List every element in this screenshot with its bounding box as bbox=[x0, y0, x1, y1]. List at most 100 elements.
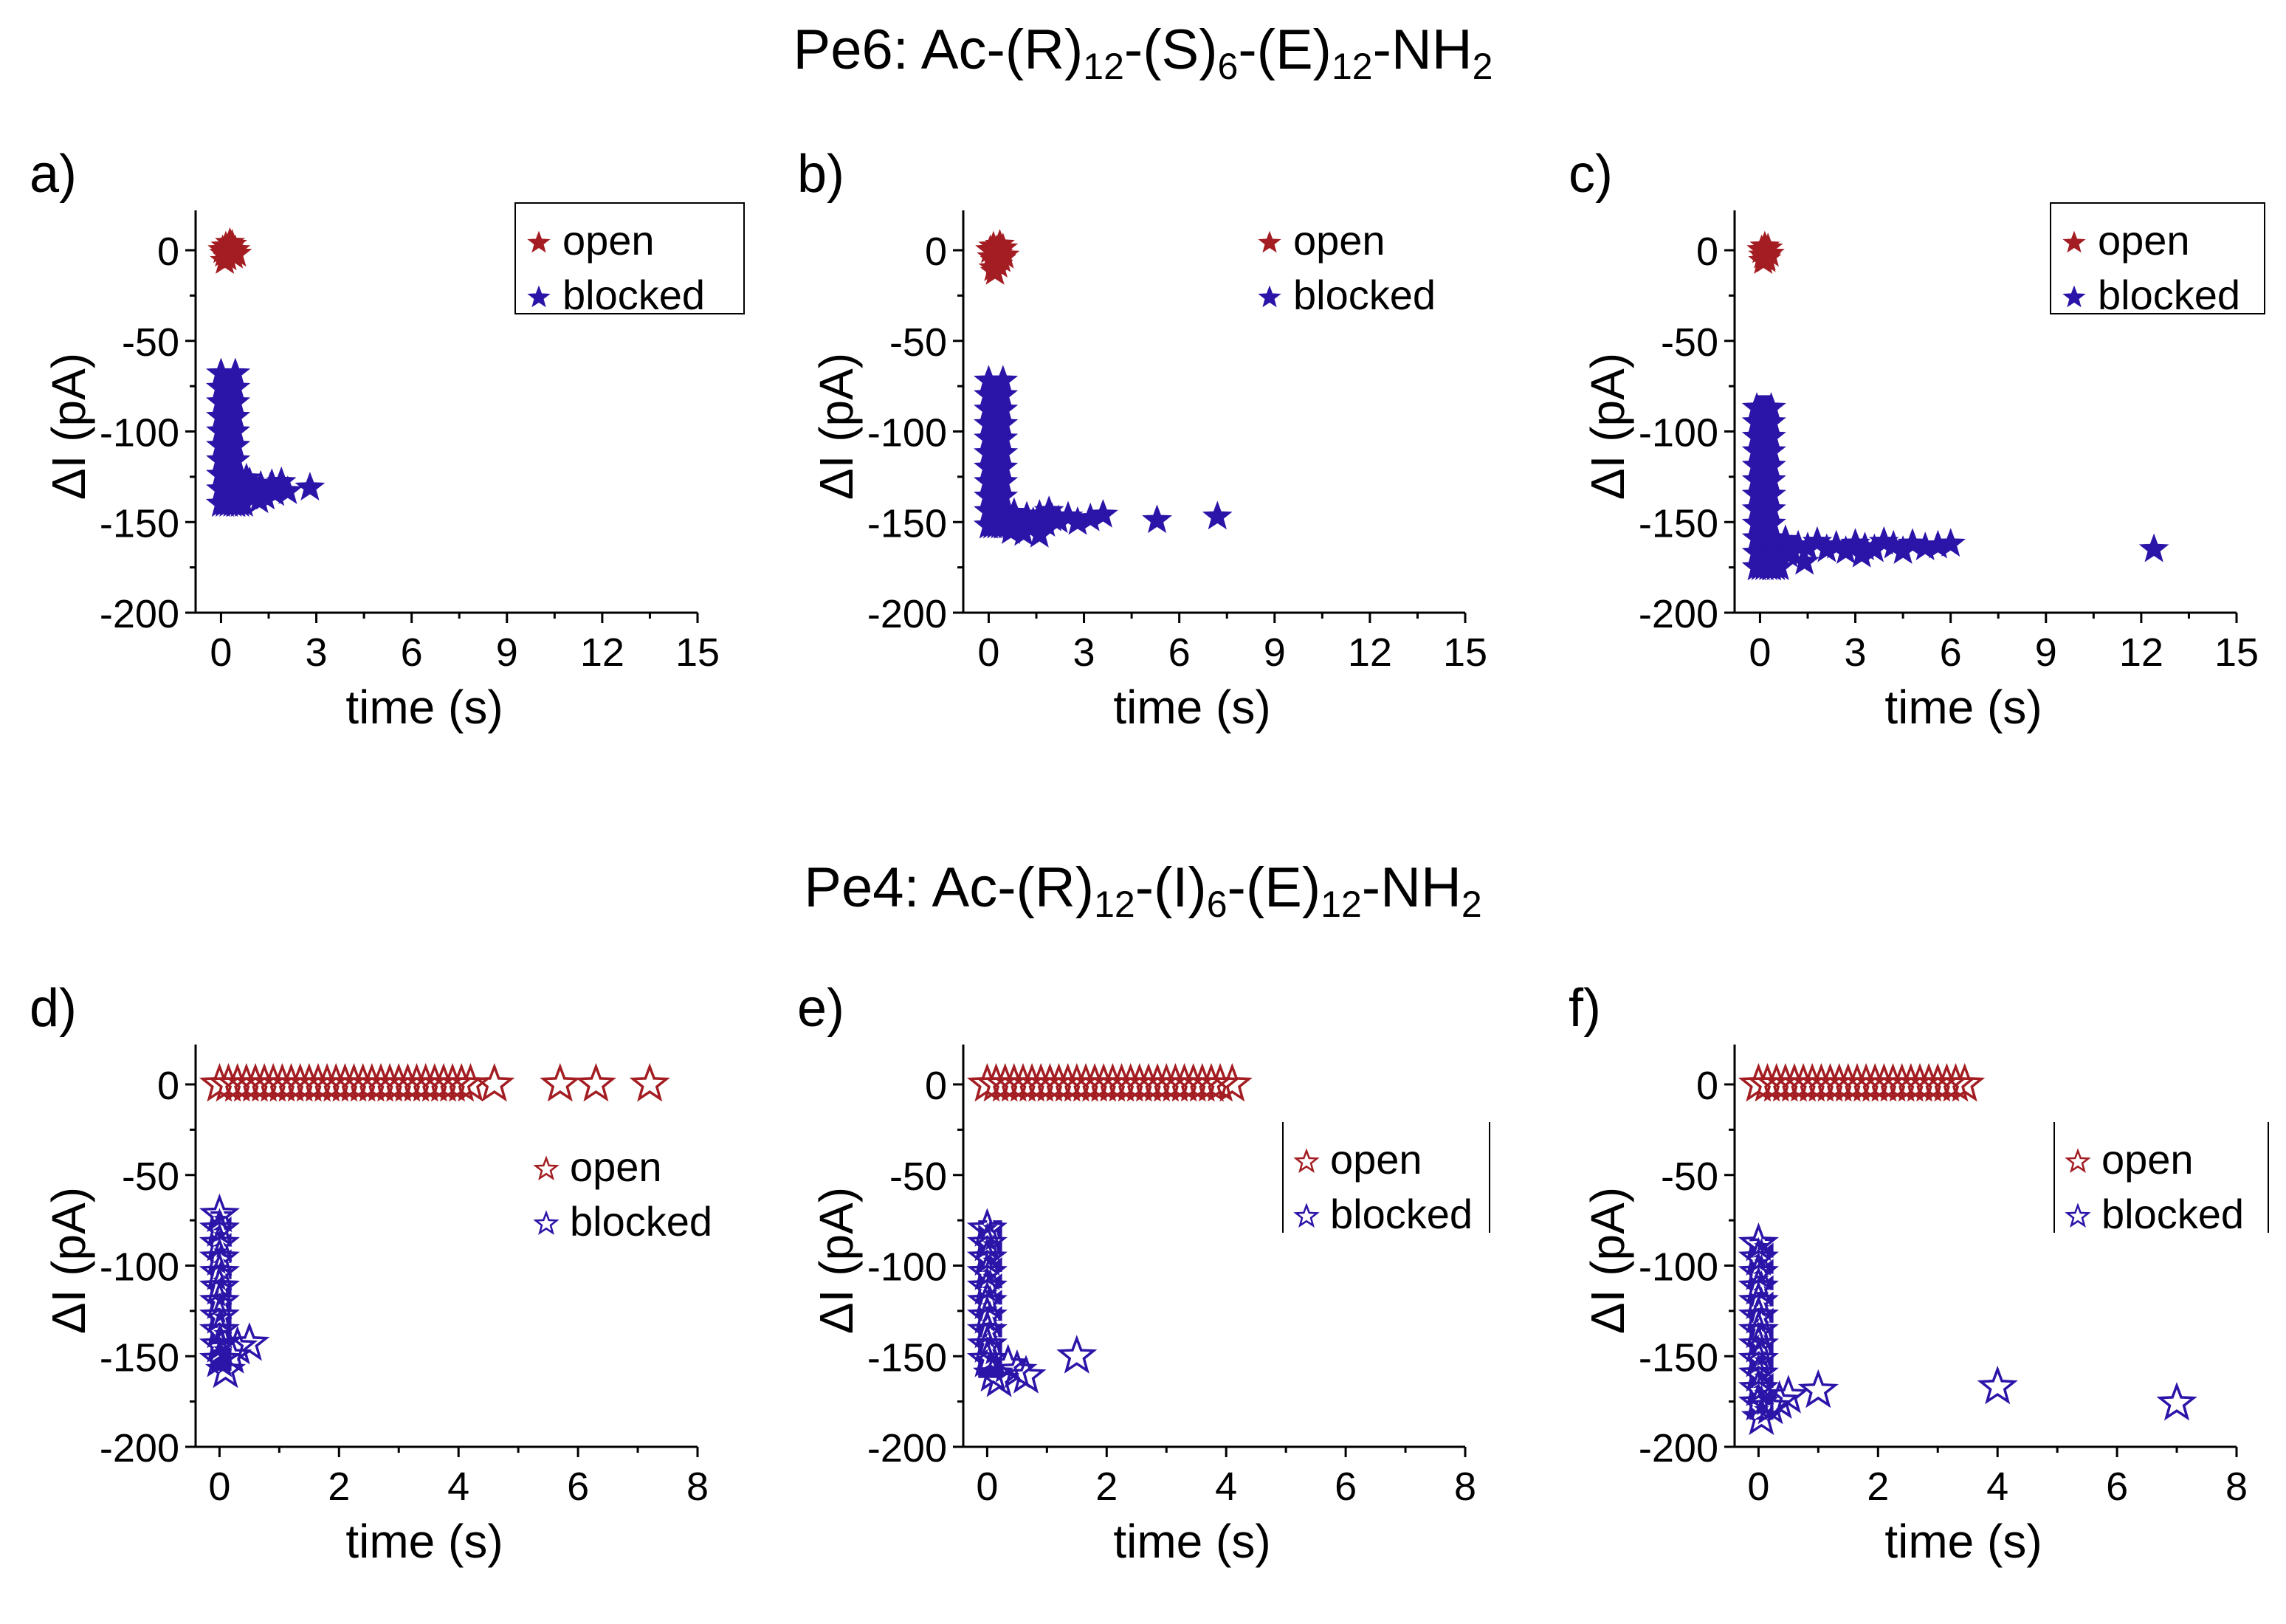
blocked-point bbox=[295, 472, 326, 500]
legend-marker-open bbox=[1258, 230, 1281, 253]
blocked-point bbox=[199, 1236, 240, 1276]
blocked-point bbox=[1738, 1295, 1779, 1334]
x-tick-label: 6 bbox=[2106, 1465, 2128, 1509]
x-axis-label: time (s) bbox=[345, 681, 503, 734]
y-tick-label: -50 bbox=[1661, 320, 1718, 365]
y-tick-label: -200 bbox=[867, 592, 947, 636]
blocked-point bbox=[199, 1222, 240, 1262]
blocked-point bbox=[1008, 517, 1039, 546]
y-axis-label: ΔI (pA) bbox=[1581, 1187, 1634, 1334]
legend: open blocked bbox=[2050, 202, 2265, 318]
blocked-point bbox=[220, 416, 251, 444]
blocked-point bbox=[988, 379, 1019, 408]
open-point bbox=[215, 227, 245, 256]
legend-marker-blocked bbox=[2065, 1202, 2091, 1228]
blocked-point bbox=[1738, 1251, 1779, 1290]
blocked-point bbox=[220, 401, 251, 430]
blocked-point bbox=[204, 1349, 247, 1389]
blocked-point bbox=[966, 1324, 1008, 1363]
x-tick-label: 8 bbox=[2225, 1465, 2248, 1509]
x-tick-label: 0 bbox=[208, 1465, 230, 1509]
panel-label: d) bbox=[30, 979, 77, 1038]
y-tick-label: -50 bbox=[122, 320, 179, 365]
blocked-point bbox=[1738, 1352, 1779, 1392]
blocked-point bbox=[1977, 1365, 2018, 1405]
legend-label-blocked: blocked bbox=[1330, 1191, 1473, 1237]
legend-marker-blocked bbox=[1258, 285, 1281, 308]
x-tick-label: 15 bbox=[1443, 630, 1487, 675]
y-tick-label: -200 bbox=[867, 1426, 947, 1470]
legend-label-open: open bbox=[570, 1143, 662, 1190]
open-point bbox=[629, 1063, 670, 1102]
y-tick-label: -150 bbox=[1639, 501, 1718, 546]
open-point bbox=[575, 1062, 616, 1102]
y-tick-label: -50 bbox=[889, 1155, 947, 1199]
x-tick-label: 2 bbox=[1095, 1465, 1118, 1509]
blocked-point bbox=[1756, 464, 1786, 494]
blocked-point bbox=[1756, 478, 1786, 508]
x-tick-label: 2 bbox=[328, 1465, 350, 1509]
legend-marker-blocked bbox=[2062, 285, 2086, 308]
blocked-point bbox=[199, 1295, 240, 1334]
panel-a: a) 0 -50 -100 -150 -200 0 3 6 9 12 15 time (s) ΔI (pA… bbox=[30, 145, 745, 734]
x-axis-label: time (s) bbox=[1884, 1515, 2042, 1568]
legend-label-blocked: blocked bbox=[2098, 272, 2240, 318]
legend-marker-open bbox=[2062, 230, 2086, 253]
blocked-point bbox=[1797, 1369, 1839, 1408]
panel-f: f) 0 -50 -100 -150 -200 0 2 4 6 8 time (s) ΔI (pA) op… bbox=[1569, 979, 2269, 1568]
y-tick-label: -100 bbox=[867, 1245, 947, 1290]
x-tick-label: 4 bbox=[1986, 1465, 2008, 1509]
y-tick-label: -100 bbox=[1639, 411, 1718, 455]
blocked-point bbox=[966, 1236, 1008, 1276]
legend-marker-open bbox=[533, 1155, 560, 1180]
y-tick-label: -200 bbox=[1639, 1426, 1718, 1470]
blocked-point bbox=[199, 1280, 240, 1320]
legend-marker-open bbox=[1293, 1148, 1320, 1173]
legend: open blocked bbox=[1258, 217, 1436, 318]
x-tick-label: 6 bbox=[1940, 630, 1962, 675]
x-tick-label: 0 bbox=[977, 630, 999, 675]
blocked-point bbox=[1756, 493, 1786, 523]
blocked-point bbox=[988, 466, 1019, 495]
y-tick-label: -200 bbox=[100, 592, 179, 636]
blocked-point bbox=[217, 1326, 258, 1365]
x-tick-label: 4 bbox=[1215, 1465, 1237, 1509]
blocked-point bbox=[2156, 1382, 2197, 1421]
legend-label-open: open bbox=[1330, 1136, 1422, 1183]
blocked-point bbox=[1738, 1309, 1779, 1349]
blocked-point bbox=[231, 462, 262, 492]
blocked-point bbox=[199, 1193, 240, 1233]
y-axis-label: ΔI (pA) bbox=[42, 1187, 95, 1334]
x-tick-label: 12 bbox=[1348, 630, 1392, 675]
y-tick-label: 0 bbox=[1696, 1064, 1718, 1108]
legend: open blocked bbox=[514, 202, 745, 318]
y-tick-label: -100 bbox=[1639, 1245, 1718, 1290]
x-tick-label: 8 bbox=[1454, 1465, 1476, 1509]
blocked-point bbox=[1756, 450, 1786, 479]
panel-c: c) 0 -50 -100 -150 -200 0 3 6 9 12 15 time (s) ΔI (pA… bbox=[1569, 145, 2265, 734]
blocked-point bbox=[1756, 421, 1786, 450]
row-title-pe6: Pe6: Ac-(R)12-(S)6-(E)12-NH2 bbox=[793, 18, 1493, 87]
legend-label-blocked: blocked bbox=[570, 1198, 712, 1245]
blocked-point bbox=[1846, 538, 1877, 568]
legend-marker-blocked bbox=[533, 1210, 560, 1235]
blocked-point bbox=[966, 1208, 1008, 1247]
blocked-point bbox=[2138, 533, 2169, 562]
blocked-point bbox=[1738, 1324, 1779, 1363]
blocked-point bbox=[1773, 538, 1804, 568]
blocked-point bbox=[988, 393, 1019, 423]
legend-box bbox=[2050, 202, 2265, 314]
x-tick-label: 9 bbox=[496, 630, 518, 675]
blocked-point bbox=[1033, 495, 1064, 524]
blocked-point bbox=[988, 365, 1019, 394]
y-tick-label: -50 bbox=[122, 1155, 179, 1199]
y-tick-label: 0 bbox=[925, 230, 947, 274]
x-tick-label: 6 bbox=[1168, 630, 1191, 675]
blocked-point bbox=[1789, 546, 1820, 575]
x-tick-label: 12 bbox=[580, 630, 624, 675]
blocked-point bbox=[199, 1208, 240, 1247]
y-tick-label: -100 bbox=[867, 411, 947, 455]
open-point bbox=[540, 1062, 581, 1102]
legend: open blocked bbox=[533, 1143, 712, 1245]
x-tick-label: 6 bbox=[401, 630, 423, 675]
